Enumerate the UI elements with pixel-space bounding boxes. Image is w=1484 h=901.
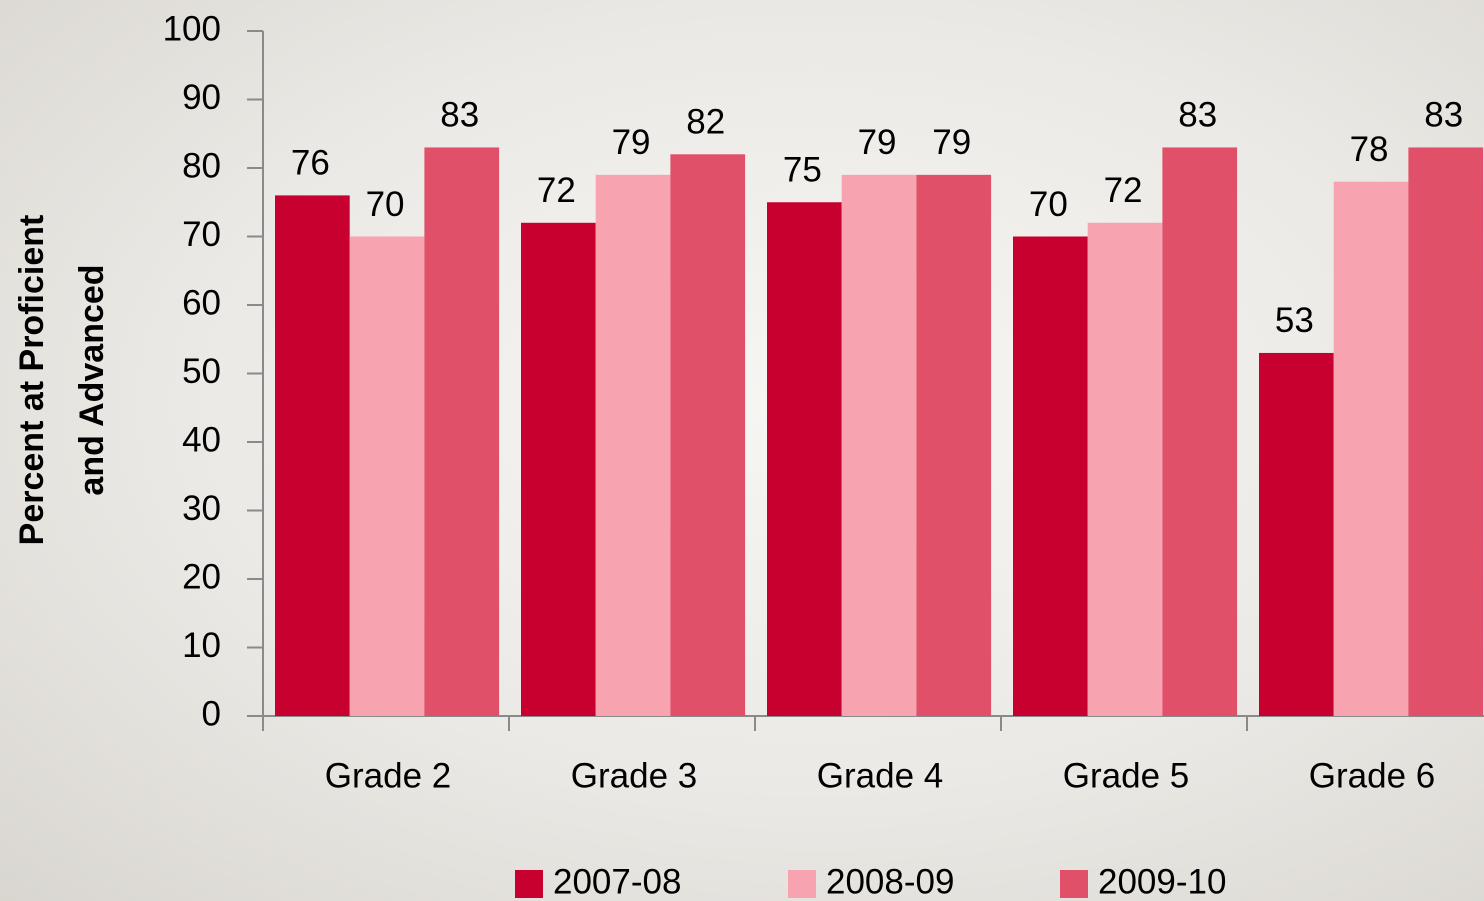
legend-label: 2007-08 [553, 862, 681, 901]
bar [1259, 352, 1334, 716]
legend-swatch [788, 870, 816, 898]
y-tick-label: 0 [202, 694, 221, 733]
bar [1333, 181, 1409, 716]
y-tick-label: 80 [182, 146, 221, 185]
y-tick-label: 90 [182, 78, 221, 117]
bar [767, 202, 842, 716]
y-axis-label: Percent at Proficient [13, 215, 51, 546]
data-label: 79 [932, 123, 971, 162]
bar [916, 174, 992, 717]
legend-label: 2008-09 [826, 862, 954, 901]
data-label: 82 [686, 103, 725, 142]
x-tick-label: Grade 3 [571, 756, 697, 795]
bar [1087, 222, 1163, 717]
bar [1408, 147, 1484, 716]
y-tick-label: 10 [182, 626, 221, 665]
data-label: 83 [440, 96, 479, 135]
x-tick-label: Grade 5 [1063, 756, 1189, 795]
bar [275, 195, 350, 716]
data-label: 83 [1178, 96, 1217, 135]
y-tick-label: 50 [182, 352, 221, 391]
data-label: 79 [612, 123, 651, 162]
y-axis-label: and Advanced [73, 264, 111, 495]
bar [1013, 236, 1088, 716]
legend-swatch [515, 870, 543, 898]
y-tick-label: 100 [163, 9, 221, 48]
x-tick-label: Grade 2 [325, 756, 451, 795]
data-label: 70 [1029, 185, 1068, 224]
x-tick-label: Grade 6 [1309, 756, 1435, 795]
bar [349, 236, 425, 716]
legend-label: 2009-10 [1098, 862, 1226, 901]
data-label: 76 [291, 144, 330, 183]
data-label: 83 [1424, 96, 1463, 135]
bar [521, 222, 596, 717]
y-tick-label: 40 [182, 420, 221, 459]
bar [595, 174, 671, 717]
bar [670, 154, 746, 717]
x-tick-label: Grade 4 [817, 756, 943, 795]
data-label: 79 [858, 123, 897, 162]
data-label: 72 [1104, 171, 1143, 210]
y-tick-label: 30 [182, 489, 221, 528]
bar [841, 174, 917, 717]
legend-swatch [1060, 870, 1088, 898]
data-label: 78 [1350, 130, 1389, 169]
y-tick-label: 70 [182, 215, 221, 254]
data-label: 72 [537, 171, 576, 210]
data-label: 53 [1275, 301, 1314, 340]
y-tick-label: 20 [182, 557, 221, 596]
data-label: 70 [366, 185, 405, 224]
bar [424, 147, 500, 716]
data-label: 75 [783, 151, 822, 190]
y-tick-label: 60 [182, 283, 221, 322]
bar [1162, 147, 1238, 716]
